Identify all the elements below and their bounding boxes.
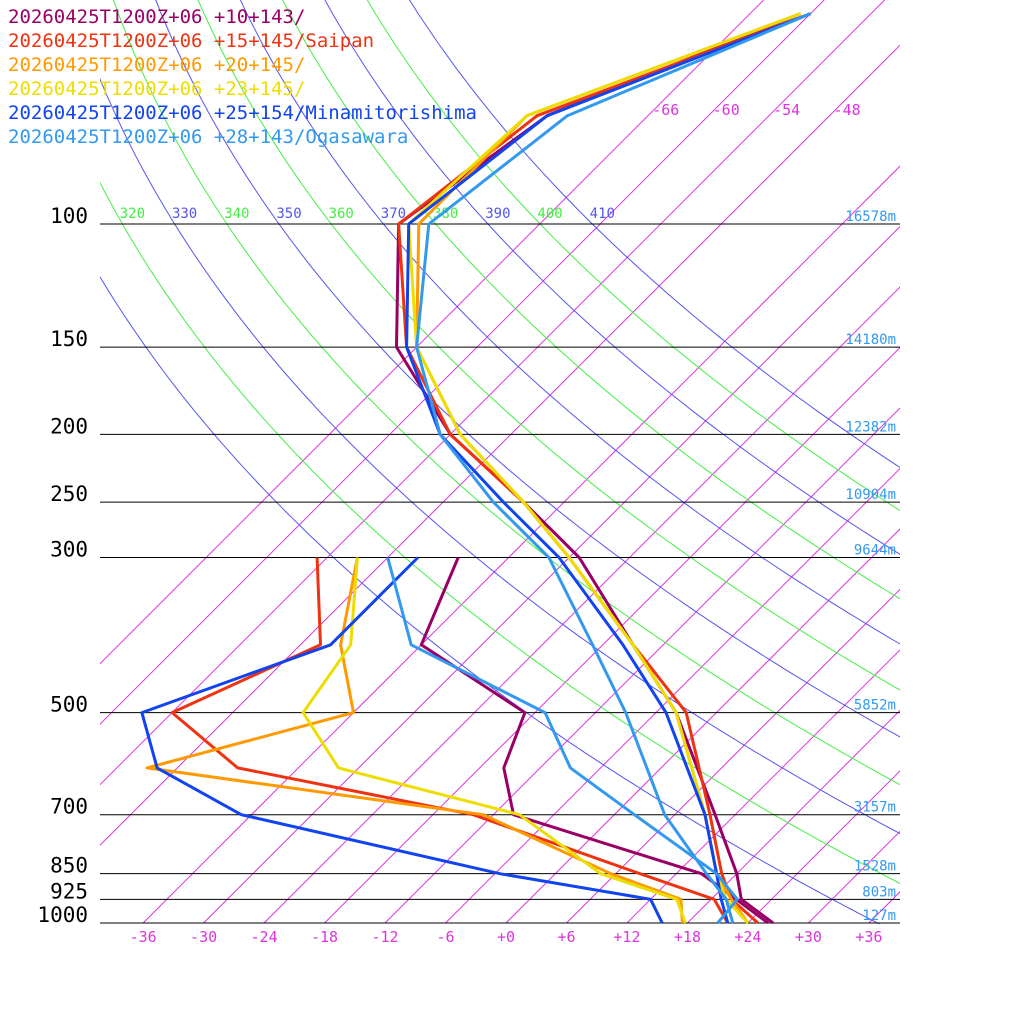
y-tick-label: 500 [50, 693, 88, 717]
y-tick-label: 700 [50, 795, 88, 819]
dewpoint-line [140, 556, 664, 924]
height-label: 5852m [854, 698, 896, 714]
isotherm-label: -54 [773, 101, 800, 119]
isotherm [445, 467, 900, 924]
x-tick-label: -6 [436, 928, 454, 946]
dry-adiabat [366, 0, 900, 512]
adiabat-label: 390 [485, 206, 510, 222]
dewpoint-line [386, 557, 739, 924]
isotherm [324, 346, 900, 924]
adiabat-label: 370 [381, 206, 406, 222]
x-tick-label: -30 [190, 928, 217, 946]
x-tick-label: -36 [130, 928, 157, 946]
x-tick-label: +24 [734, 928, 761, 946]
y-tick-label: 925 [50, 879, 88, 903]
y-tick-label: 150 [50, 327, 88, 351]
height-label: 9644m [854, 543, 896, 559]
isotherm [100, 0, 886, 786]
height-label: 803m [862, 884, 896, 900]
x-tick-label: +0 [497, 928, 515, 946]
y-tick-label: 850 [50, 854, 88, 878]
x-tick-label: +36 [855, 928, 882, 946]
isotherm [747, 770, 900, 924]
y-tick-label: 250 [50, 482, 88, 506]
isotherm-label: -48 [834, 101, 861, 119]
height-label: 14180m [845, 332, 896, 348]
isotherm [203, 225, 900, 924]
dry-adiabat [113, 0, 900, 786]
legend-entry: 20260425T1200Z+06 +28+143/Ogasawara [8, 126, 408, 148]
adiabat-label: 340 [224, 206, 249, 222]
isotherm [626, 649, 900, 924]
dry-adiabat [100, 275, 881, 924]
legend-entry: 20260425T1200Z+06 +25+154/Minamitorishim… [8, 102, 477, 124]
dry-adiabat [239, 0, 900, 645]
height-label: 12382m [845, 419, 896, 435]
isotherm [142, 165, 900, 924]
height-label: 1528m [854, 859, 896, 875]
x-tick-label: +18 [674, 928, 701, 946]
adiabat-label: 400 [537, 206, 562, 222]
dry-adiabat [197, 0, 900, 691]
adiabat-label: 410 [590, 206, 615, 222]
legend-entry: 20260425T1200Z+06 +15+145/Saipan [8, 30, 374, 52]
temperature-line [415, 12, 812, 924]
soundings [140, 12, 812, 924]
y-tick-label: 200 [50, 414, 88, 438]
adiabat-label: 350 [276, 206, 301, 222]
isotherm [100, 0, 765, 665]
legend: 20260425T1200Z+06 +10+143/20260425T1200Z… [8, 6, 477, 148]
dry-adiabat [100, 77, 900, 835]
isotherm-label: -60 [713, 101, 740, 119]
height-label: 16578m [845, 209, 896, 225]
dry-adiabat [100, 181, 900, 885]
isotherm [687, 709, 900, 924]
x-tick-label: -18 [311, 928, 338, 946]
y-tick-label: 1000 [37, 903, 88, 927]
height-label: 10904m [845, 487, 896, 503]
legend-entry: 20260425T1200Z+06 +20+145/ [8, 54, 305, 76]
isotherm [384, 407, 900, 924]
adiabat-label: 380 [433, 206, 458, 222]
dry-adiabat [155, 0, 900, 738]
x-tick-label: +30 [795, 928, 822, 946]
dry-adiabat [408, 0, 900, 469]
x-tick-label: +12 [613, 928, 640, 946]
dry-adiabat [324, 0, 900, 555]
height-label: 127m [862, 908, 896, 924]
isotherm-label: -66 [652, 101, 679, 119]
x-tick-label: -24 [251, 928, 278, 946]
legend-entry: 20260425T1200Z+06 +23+145/ [8, 78, 305, 100]
x-tick-label: +6 [557, 928, 575, 946]
isotherm [100, 0, 825, 725]
isotherm [868, 891, 900, 924]
isotherm [263, 286, 900, 924]
height-label: 3157m [854, 800, 896, 816]
axes: -36 -30 -24 -18 -12 -6 +0 +6 +12 +18 +24 +30 +36 100 1… [37, 204, 900, 946]
x-tick-label: -12 [371, 928, 398, 946]
legend-entry: 20260425T1200Z+06 +10+143/ [8, 6, 305, 28]
dewpoint-line [145, 557, 684, 924]
dewpoint-line [301, 557, 687, 924]
isotherm [566, 588, 900, 924]
y-tick-label: 100 [50, 204, 88, 228]
isotherm [505, 528, 900, 924]
dry-adiabat [282, 0, 900, 600]
y-tick-label: 300 [50, 538, 88, 562]
isotherm [808, 830, 900, 924]
adiabat-label: 330 [172, 206, 197, 222]
adiabat-label: 320 [120, 206, 145, 222]
adiabat-label: 360 [329, 206, 354, 222]
